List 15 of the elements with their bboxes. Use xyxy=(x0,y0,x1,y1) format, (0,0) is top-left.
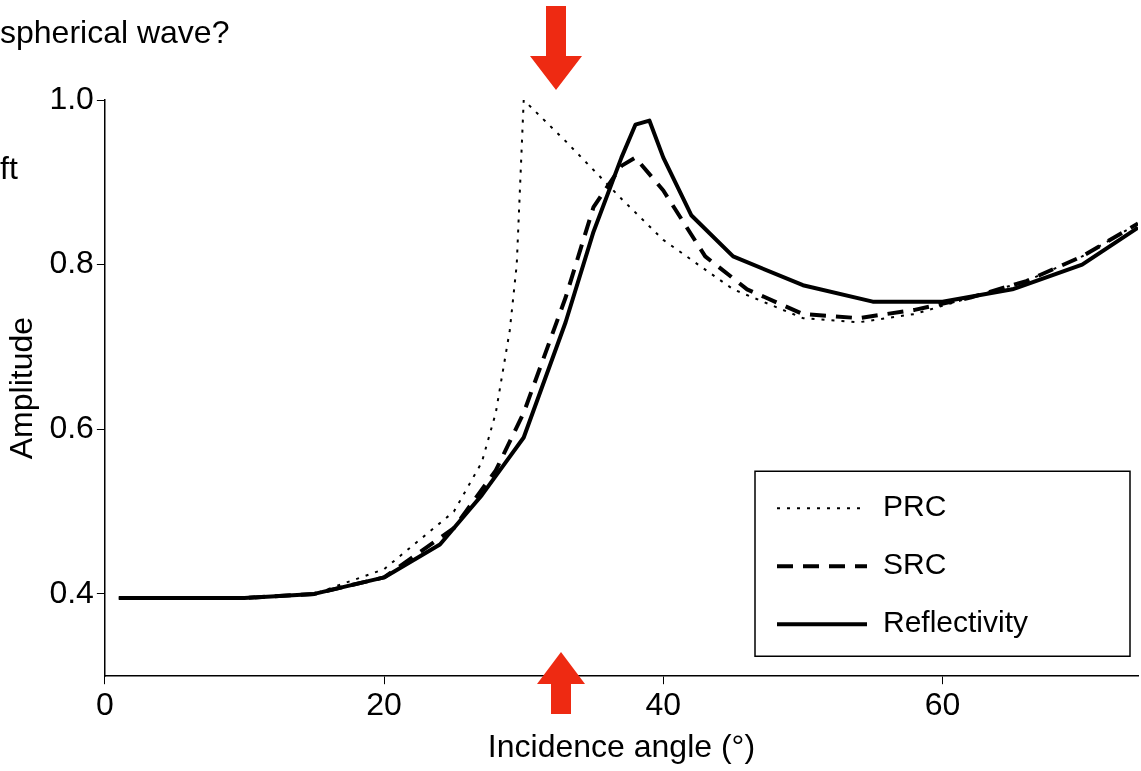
text: ft xyxy=(0,150,18,187)
x-tick-label: 40 xyxy=(645,686,682,723)
y-tick-label: 0.6 xyxy=(49,409,94,446)
y-axis-title: Amplitude xyxy=(3,316,40,460)
x-tick-label: 0 xyxy=(95,686,114,723)
x-tick-label: 20 xyxy=(366,686,402,723)
text: spherical wave? xyxy=(0,14,230,51)
y-tick-label: 1.0 xyxy=(49,79,94,116)
x-tick-label: 60 xyxy=(924,686,961,723)
legend-label: Reflectivity xyxy=(883,605,1029,639)
legend-label: PRC xyxy=(883,489,947,523)
y-tick-label: 0.8 xyxy=(49,244,94,281)
y-tick-label: 0.4 xyxy=(49,573,94,610)
legend-label: SRC xyxy=(883,547,947,581)
x-axis-title: Incidence angle (°) xyxy=(487,727,756,764)
